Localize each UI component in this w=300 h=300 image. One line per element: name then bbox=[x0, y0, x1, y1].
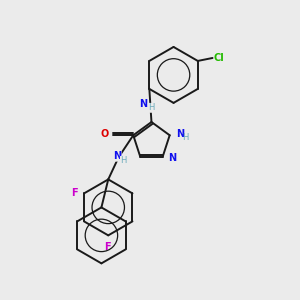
Text: H: H bbox=[182, 133, 188, 142]
Text: H: H bbox=[120, 156, 127, 165]
Text: N: N bbox=[176, 129, 184, 140]
Text: F: F bbox=[104, 242, 111, 252]
Text: N: N bbox=[168, 153, 176, 163]
Text: N: N bbox=[113, 151, 121, 161]
Text: O: O bbox=[100, 129, 109, 139]
Text: F: F bbox=[71, 188, 77, 197]
Text: N: N bbox=[140, 99, 148, 109]
Text: H: H bbox=[148, 103, 154, 112]
Text: Cl: Cl bbox=[214, 53, 225, 63]
